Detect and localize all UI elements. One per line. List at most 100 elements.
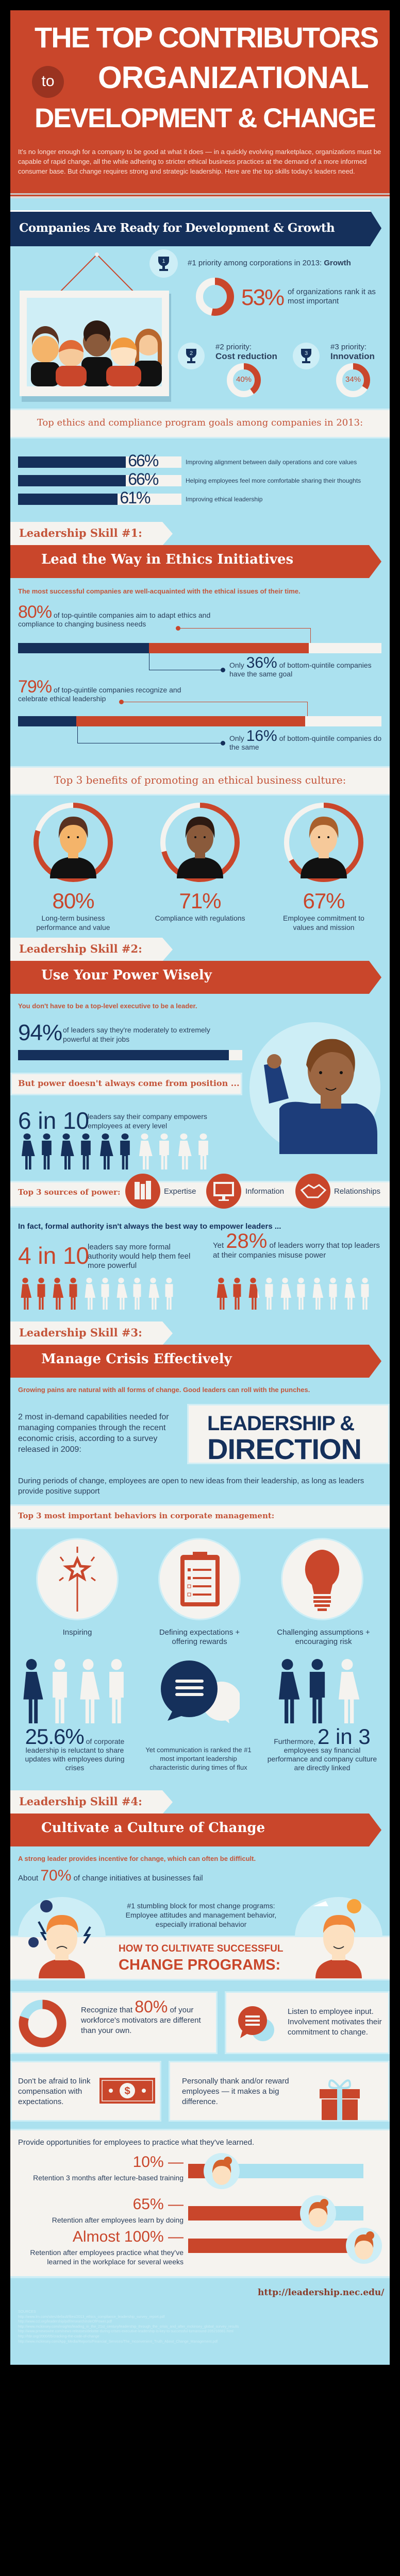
provide-text: Provide opportunities for employees to p… — [18, 2138, 255, 2147]
stat-80-pct: 80% — [18, 602, 52, 622]
woman-icon — [139, 1133, 153, 1170]
source-link[interactable]: http://www.mckinsey.com/insights/leading… — [18, 2325, 239, 2329]
checklist-icon — [158, 1538, 241, 1620]
bar-fill — [18, 1050, 229, 1060]
man-icon — [81, 1133, 91, 1170]
benefit-item: 67% Employee commitment to values and mi… — [272, 801, 375, 935]
svg-text:3: 3 — [305, 350, 308, 357]
connector-dot — [221, 668, 225, 672]
woman-icon — [116, 1278, 128, 1310]
priority-2-pct: 40% — [236, 375, 252, 384]
skill-3-banner: Manage Crisis Effectively — [10, 1345, 381, 1378]
goal-pct: 66% — [128, 470, 159, 488]
dollar-bill-icon: $ — [99, 2078, 155, 2104]
communication-text: Yet communication is ranked the #1 most … — [145, 1746, 252, 1771]
retention-pct: Almost 100% — — [72, 2228, 184, 2245]
about-70-text: of change initiatives at businesses fail — [73, 1874, 203, 1883]
leadership-direction-box — [187, 1404, 390, 1464]
retention-bar-track — [188, 2239, 363, 2253]
stat-79: 79% of top-quintile companies recognize … — [18, 678, 209, 703]
goal-bar-fill — [18, 475, 126, 486]
benefit-ring-chart — [160, 803, 240, 882]
source-link[interactable]: http://www.mckinsey.com/App_Media/Report… — [18, 2340, 218, 2344]
about-label: About — [18, 1874, 39, 1883]
stat-80-text: of top-quintile companies aim to adapt e… — [18, 611, 211, 628]
priority-2-rank: #2 priority: — [215, 343, 252, 351]
stat-2-in-3-text: employees say financial performance and … — [267, 1746, 377, 1772]
stat-80: 80% of top-quintile companies aim to ada… — [18, 603, 219, 629]
goal-bar-fill — [18, 456, 126, 468]
benefit-label: Compliance with regulations — [155, 914, 245, 922]
retention-row: 10% — Retention 3 months after lecture-b… — [10, 2153, 390, 2195]
only-label: Only — [229, 734, 244, 742]
stat-25-6: 25.6% of corporate leadership is relucta… — [15, 1726, 134, 1772]
priority-1-label: #1 priority among corporations in 2013: — [188, 259, 324, 267]
retention-label: Retention after employees learn by doing — [52, 2216, 184, 2224]
people-1-of-4 — [18, 1659, 131, 1726]
skill-2-tag-label: Leadership Skill #2: — [19, 942, 142, 955]
stat-94-pct: 94% — [18, 1020, 62, 1045]
woman-icon — [21, 1278, 32, 1310]
skill-1-subtitle: The most successful companies are well-a… — [18, 587, 301, 595]
title-line-1: THE TOP CONTRIBUTORS — [35, 21, 379, 54]
skill-4-subtitle: A strong leader provides incentive for c… — [18, 1855, 256, 1862]
woman-icon — [22, 1133, 35, 1170]
stat-79-pct: 79% — [18, 677, 52, 697]
retention-pct: 10% — — [132, 2154, 184, 2171]
woman-icon — [312, 1278, 324, 1310]
source-link[interactable]: http://www.ccl.org/leadership/pdf/resear… — [18, 2320, 112, 2324]
goal-bar-track — [18, 475, 181, 486]
source-link[interactable]: http://www.lrn.com/sites/default/files/2… — [18, 2315, 165, 2319]
benefits-title: Top 3 benefits of promoting an ethical b… — [54, 774, 346, 786]
furthermore-label: Furthermore, — [274, 1737, 316, 1745]
retention-label: Retention after employees practice what … — [30, 2248, 184, 2266]
stat-94-bar — [18, 1050, 242, 1060]
flexing-woman-illustration — [249, 1022, 380, 1154]
connector-line — [178, 628, 311, 643]
priority-1-text: #1 priority among corporations in 2013: … — [188, 259, 351, 268]
source-link[interactable]: http://www.prnewswire.com/news-releases/… — [18, 2330, 234, 2334]
skill-4-tag: Leadership Skill #4: — [10, 1790, 173, 1814]
donut-value-arc — [19, 1999, 66, 2047]
priority-3-pct: 34% — [345, 375, 361, 384]
benefit-ring-chart — [34, 803, 113, 882]
divider — [10, 193, 390, 198]
goal-pct: 61% — [120, 488, 151, 507]
tip-80-pct: 80% — [135, 1997, 168, 2016]
woman-icon — [344, 1278, 356, 1310]
skill-3-subtitle: Growing pains are natural with all forms… — [18, 1386, 310, 1394]
connector-line — [77, 726, 224, 743]
stat-2-in-3-big: 2 in 3 — [318, 1724, 371, 1749]
woman-icon — [248, 1278, 260, 1310]
source-link[interactable]: http://hbr.org/2000/05/cracking-the-code… — [18, 2334, 99, 2338]
connector-dot — [119, 700, 124, 704]
priority-1-desc: of organizations rank it as most importa… — [288, 287, 376, 306]
connector-dot — [176, 626, 180, 631]
bar-fill-bottom — [18, 716, 76, 726]
capabilities-text: 2 most in-demand capabilities needed for… — [18, 1413, 169, 1454]
footer-url-link[interactable]: http://leadership.nec.edu/ — [258, 2287, 385, 2298]
goals-title: Top ethics and compliance program goals … — [37, 417, 363, 428]
comparison-bar-1 — [18, 643, 381, 653]
svg-text:$: $ — [124, 2086, 130, 2097]
donut-53 — [196, 278, 234, 316]
benefit-pct: 80% — [52, 889, 94, 913]
happy-man-illustration — [295, 1897, 382, 1978]
box-line-1: LEADERSHIP & — [207, 1412, 355, 1435]
goal-bar-fill — [18, 494, 118, 505]
tip-text: of your workforce's motivators are diffe… — [81, 2006, 201, 2035]
behavior-inspiring: Inspiring — [62, 1628, 92, 1637]
stat-16-text: of bottom-quintile companies do the same — [229, 734, 382, 751]
sources-label: SOURCES — [18, 2310, 36, 2314]
donut-40 — [227, 363, 261, 397]
handshake-icon — [295, 1174, 330, 1209]
stat-28: Yet 28% of leaders worry that top leader… — [213, 1231, 383, 1260]
skill-1-tag-label: Leadership Skill #1: — [19, 527, 142, 539]
skill-3-tag: Leadership Skill #3: — [10, 1321, 173, 1345]
retention-bar-fill — [188, 2164, 206, 2178]
how-to-line-2: CHANGE PROGRAMS: — [119, 1957, 281, 1973]
benefit-label: Long-term business performance and value — [36, 914, 110, 931]
man-icon — [198, 1133, 208, 1170]
about-70-pct: 70% — [40, 1867, 72, 1884]
skill-2-tag: Leadership Skill #2: — [10, 938, 173, 961]
